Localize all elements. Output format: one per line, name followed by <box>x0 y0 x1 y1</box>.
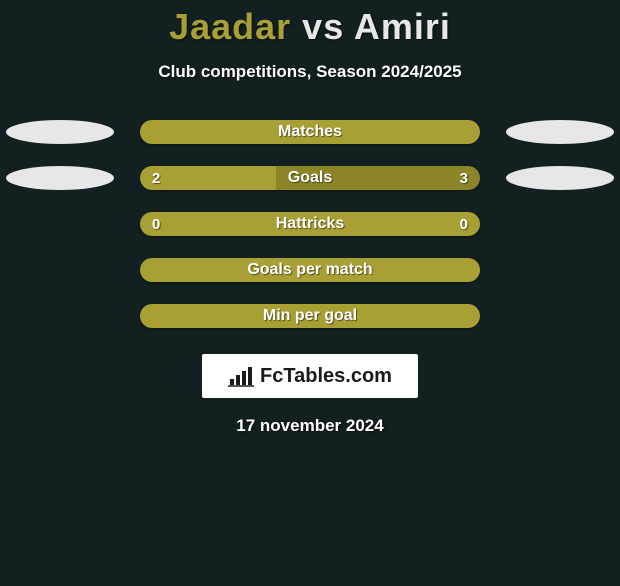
stat-row-matches: Matches <box>0 120 620 144</box>
stat-bar: Min per goal <box>140 304 480 328</box>
stat-row-goals_per_match: Goals per match <box>0 258 620 282</box>
bar-fill-left <box>140 166 276 190</box>
logo-text: FcTables.com <box>260 365 392 388</box>
stats-container: Matches Goals23 Hattricks00 Goals per match… <box>0 120 620 328</box>
bar-chart-icon <box>228 365 254 387</box>
bar-fill-right <box>276 166 480 190</box>
subtitle: Club competitions, Season 2024/2025 <box>0 62 620 82</box>
side-ellipse-left <box>6 120 114 144</box>
stat-bar: Hattricks00 <box>140 212 480 236</box>
side-ellipse-right <box>506 120 614 144</box>
stat-row-min_per_goal: Min per goal <box>0 304 620 328</box>
bar-fill-left <box>140 258 480 282</box>
stat-row-goals: Goals23 <box>0 166 620 190</box>
logo-box: FcTables.com <box>202 354 418 398</box>
player1-name: Jaadar <box>169 6 291 47</box>
side-ellipse-left <box>6 166 114 190</box>
bar-fill-left <box>140 120 480 144</box>
stat-row-hattricks: Hattricks00 <box>0 212 620 236</box>
stat-bar: Matches <box>140 120 480 144</box>
bar-fill-left <box>140 304 480 328</box>
stat-bar: Goals23 <box>140 166 480 190</box>
vs-text: vs <box>302 6 344 47</box>
page-title: Jaadar vs Amiri <box>0 6 620 48</box>
side-ellipse-right <box>506 166 614 190</box>
player2-name: Amiri <box>354 6 451 47</box>
stat-bar: Goals per match <box>140 258 480 282</box>
date-text: 17 november 2024 <box>0 416 620 436</box>
bar-fill-left <box>140 212 480 236</box>
